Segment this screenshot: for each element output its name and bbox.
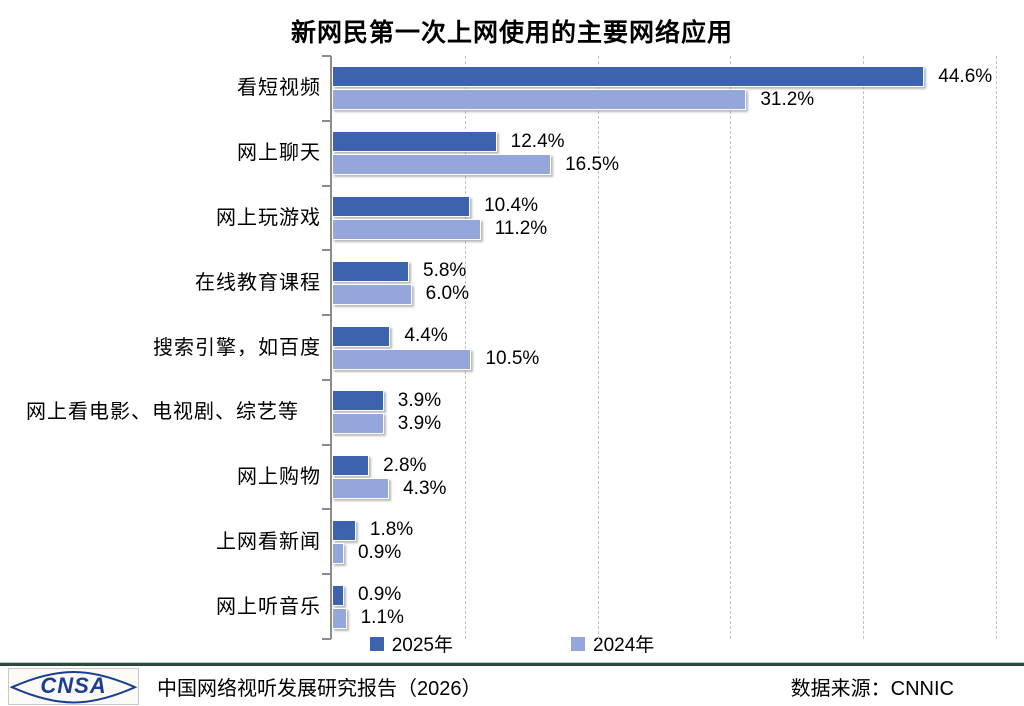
value-label: 6.0%	[425, 283, 469, 305]
bar-chart: 看短视频网上聊天网上玩游戏在线教育课程搜索引擎，如百度网上看电影、电视剧、综艺等…	[0, 55, 1024, 640]
value-label: 11.2%	[494, 218, 548, 240]
bar-2024年	[332, 478, 390, 500]
category-label: 看短视频	[237, 77, 321, 100]
axis-tick	[322, 184, 331, 187]
gridline	[464, 56, 466, 639]
bar-2025年	[332, 131, 497, 153]
bar-2025年	[332, 66, 925, 88]
bar-group: 12.4% 16.5%	[332, 121, 996, 186]
value-label: 44.6%	[938, 65, 993, 87]
value-label: 1.8%	[369, 519, 414, 541]
category-label: 上网看新闻	[216, 530, 321, 553]
category-axis: 看短视频网上聊天网上玩游戏在线教育课程搜索引擎，如百度网上看电影、电视剧、综艺等…	[0, 56, 330, 639]
bar-2024年	[332, 607, 347, 629]
bar-2024年	[332, 542, 344, 564]
bar-2025年	[332, 195, 471, 217]
gridline	[863, 56, 865, 639]
lens-icon	[9, 670, 138, 703]
category-label: 网上看电影、电视剧、综艺等	[26, 401, 299, 424]
axis-tick	[322, 508, 331, 511]
value-label: 31.2%	[760, 88, 815, 110]
value-label: 2.8%	[383, 454, 427, 476]
category-label: 在线教育课程	[195, 271, 321, 294]
bar-2024年	[332, 154, 552, 176]
bar-group: 1.8% 0.9%	[332, 509, 996, 574]
axis-tick	[322, 378, 331, 381]
value-label: 5.8%	[423, 260, 467, 282]
axis-tick	[322, 249, 331, 252]
value-label: 16.5%	[565, 153, 619, 175]
bar-group: 0.9% 1.1%	[332, 574, 996, 639]
bar-group: 4.4% 10.5%	[332, 315, 996, 380]
bar-2025年	[332, 584, 344, 606]
bar-group: 5.8% 6.0%	[332, 250, 996, 315]
legend-swatch-icon	[571, 636, 585, 651]
value-label: 12.4%	[510, 130, 565, 152]
value-label: 0.9%	[357, 542, 402, 564]
value-label: 4.4%	[404, 325, 448, 347]
gridline	[730, 56, 732, 639]
axis-tick	[322, 314, 331, 317]
bar-2024年	[332, 413, 384, 435]
report-title: 中国网络视听发展研究报告（2026）	[157, 677, 482, 700]
category-label: 搜索引擎，如百度	[153, 336, 321, 359]
bar-2024年	[332, 348, 472, 370]
bar-group: 2.8% 4.3%	[332, 445, 996, 510]
category-label: 网上玩游戏	[216, 206, 321, 229]
gridline	[996, 56, 997, 639]
value-label: 10.5%	[485, 348, 540, 370]
bar-2025年	[332, 455, 370, 477]
footer-bar: CNSA 中国网络视听发展研究报告（2026） 数据来源：CNNIC	[0, 663, 1024, 706]
axis-tick	[322, 119, 331, 122]
logo-text: CNSA	[40, 672, 107, 698]
chart-title: 新网民第一次上网使用的主要网络应用	[290, 19, 733, 47]
bar-2025年	[332, 390, 384, 412]
category-label: 网上聊天	[237, 142, 321, 165]
axis-tick	[322, 638, 331, 640]
bar-2025年	[332, 260, 410, 282]
legend-swatch-icon	[369, 636, 384, 651]
axis-tick	[322, 443, 331, 446]
value-label: 4.3%	[403, 477, 447, 499]
chart-legend: 2025年 2024年	[0, 631, 1024, 656]
bar-2025年	[332, 325, 391, 347]
value-label: 3.9%	[397, 389, 442, 411]
data-source: 数据来源：CNNIC	[790, 677, 954, 700]
legend-item: 2024年	[571, 630, 654, 657]
value-label: 1.1%	[360, 607, 404, 629]
bar-2024年	[332, 89, 747, 111]
legend-item: 2025年	[369, 630, 453, 657]
bar-2024年	[332, 218, 481, 240]
category-label: 网上购物	[237, 466, 321, 489]
value-label: 10.4%	[484, 195, 538, 217]
axis-tick	[322, 55, 331, 57]
legend-label: 2024年	[593, 635, 655, 656]
bar-group: 10.4% 11.2%	[332, 186, 996, 251]
category-label: 网上听音乐	[216, 595, 321, 618]
bar-2025年	[332, 519, 356, 541]
legend-label: 2025年	[391, 635, 453, 656]
value-label: 0.9%	[357, 584, 402, 606]
plot-area: 44.6% 31.2% 12.4% 16.5% 10.4% 11.2% 5.8% 6.0% 4.…	[322, 55, 997, 640]
bar-group: 3.9% 3.9%	[332, 380, 996, 445]
bar-group: 44.6% 31.2%	[332, 56, 996, 121]
value-label: 3.9%	[397, 412, 442, 434]
gridline	[597, 56, 599, 639]
cnsa-logo: CNSA	[8, 667, 139, 705]
bar-2024年	[332, 283, 412, 305]
axis-tick	[322, 573, 331, 576]
